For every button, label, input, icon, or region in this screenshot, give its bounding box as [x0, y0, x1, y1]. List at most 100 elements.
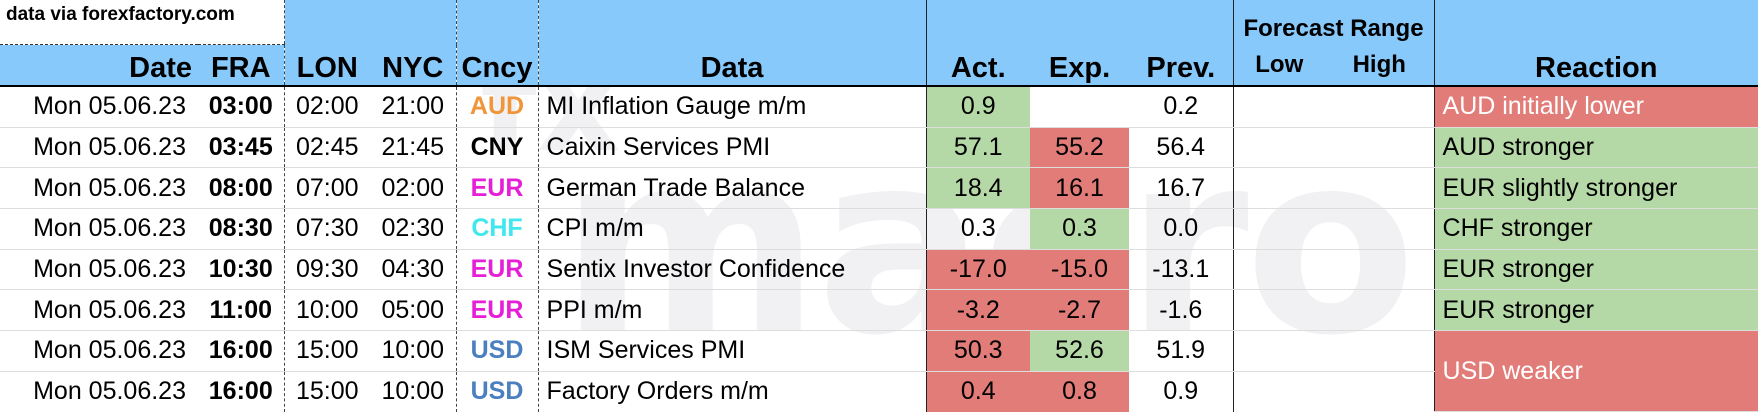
cell-expected: 0.3	[1030, 208, 1130, 250]
cell-data: CPI m/m	[537, 208, 927, 250]
cell-actual: 0.4	[925, 371, 1031, 412]
cell-expected: 52.6	[1030, 330, 1130, 372]
cell-nyc: 21:00	[370, 86, 457, 128]
cell-date: Mon 05.06.23	[0, 330, 198, 372]
cell-previous: 51.9	[1129, 330, 1234, 372]
cell-low	[1232, 208, 1326, 250]
table-row: Mon 05.06.23 08:30 07:30 02:30 CHF CPI m…	[0, 208, 1758, 250]
cell-high	[1325, 371, 1434, 411]
cell-date: Mon 05.06.23	[0, 289, 198, 332]
cell-lon: 02:45	[283, 127, 371, 169]
cell-low	[1232, 86, 1326, 128]
cell-nyc: 02:30	[370, 208, 457, 250]
cell-lon: 02:00	[283, 86, 371, 128]
col-header-reaction: Reaction	[1433, 44, 1758, 87]
cell-currency: AUD	[455, 86, 539, 128]
col-header-nyc: NYC	[370, 44, 457, 87]
cell-data: German Trade Balance	[537, 167, 927, 210]
cell-previous: 0.9	[1163, 377, 1199, 406]
table-row: Mon 05.06.23 08:00 07:00 02:00 EUR Germa…	[0, 167, 1758, 210]
cell-reaction: EUR stronger	[1433, 249, 1758, 291]
cell-high	[1325, 249, 1435, 291]
cell-low	[1232, 249, 1326, 291]
cell-low	[1232, 371, 1326, 412]
forecast-range-header: Forecast Range	[1232, 0, 1435, 45]
cell-fra: 08:30	[198, 208, 285, 250]
col-header-actual: Act.	[925, 44, 1031, 87]
cell-currency: CHF	[455, 208, 539, 250]
cell-lon: 15:00	[283, 330, 371, 372]
cell-nyc: 02:00	[370, 167, 457, 210]
col-header-fra: FRA	[198, 44, 285, 87]
cell-data: Factory Orders m/m	[537, 371, 927, 412]
col-header-data: Data	[537, 44, 927, 87]
cell-high	[1325, 127, 1435, 169]
cell-high	[1325, 330, 1435, 372]
cell-fra: 16:00	[198, 330, 285, 372]
cell-lon: 07:30	[283, 208, 371, 250]
cell-high	[1325, 86, 1435, 128]
cell-actual: 0.9	[925, 86, 1031, 128]
col-header-date: Date	[0, 44, 198, 87]
cell-fra: 03:45	[198, 127, 285, 169]
cell-low	[1232, 289, 1326, 332]
cell-expected: -15.0	[1030, 249, 1130, 291]
cell-nyc: 10:00	[370, 330, 457, 372]
cell-lon: 15:00	[283, 371, 371, 412]
cell-previous: 0.2	[1129, 86, 1234, 128]
cell-lon: 07:00	[283, 167, 371, 210]
cell-fra: 08:00	[198, 167, 285, 210]
cell-data: Sentix Investor Confidence	[537, 249, 927, 291]
cell-date: Mon 05.06.23	[0, 127, 198, 169]
cell-high	[1325, 208, 1435, 250]
cell-previous: -1.6	[1129, 289, 1234, 332]
col-header-expected: Exp.	[1030, 44, 1130, 87]
cell-actual: -3.2	[925, 289, 1031, 332]
cell-reaction: EUR slightly stronger	[1433, 167, 1758, 210]
cell-reaction: CHF stronger	[1433, 208, 1758, 250]
cell-actual: -17.0	[925, 249, 1031, 291]
cell-expected	[1030, 86, 1130, 128]
cell-reaction: AUD stronger	[1433, 127, 1758, 169]
cell-currency: EUR	[455, 249, 539, 291]
cell-data: ISM Services PMI	[537, 330, 927, 372]
cell-actual: 18.4	[925, 167, 1031, 210]
col-header-lon: LON	[283, 44, 371, 87]
cell-nyc: 05:00	[370, 289, 457, 332]
table-row: Mon 05.06.23 03:00 02:00 21:00 AUD MI In…	[0, 86, 1758, 128]
cell-currency: EUR	[455, 289, 539, 332]
cell-expected: 0.8	[1030, 371, 1130, 412]
cell-fra: 10:30	[198, 249, 285, 291]
table-row: Mon 05.06.23 16:00 15:00 10:00 USD ISM S…	[0, 330, 1758, 412]
col-header-currency: Cncy	[455, 44, 539, 87]
col-header-previous: Prev.	[1129, 44, 1234, 87]
cell-date: Mon 05.06.23	[0, 167, 198, 210]
cell-previous: 0.0	[1129, 208, 1234, 250]
cell-expected: 16.1	[1030, 167, 1130, 210]
cell-fra: 11:00	[198, 289, 285, 332]
cell-nyc: 04:30	[370, 249, 457, 291]
source-credit: data via forexfactory.com	[0, 0, 285, 45]
cell-expected: 55.2	[1030, 127, 1130, 169]
cell-data: Caixin Services PMI	[537, 127, 927, 169]
cell-reaction: EUR stronger	[1433, 289, 1758, 332]
cell-date: Mon 05.06.23	[0, 208, 198, 250]
cell-low	[1232, 127, 1326, 169]
cell-lon: 09:30	[283, 249, 371, 291]
cell-nyc: 21:45	[370, 127, 457, 169]
table-row: Mon 05.06.23 11:00 10:00 05:00 EUR PPI m…	[0, 289, 1758, 332]
cell-previous: 16.7	[1129, 167, 1234, 210]
cell-fra: 03:00	[198, 86, 285, 128]
cell-currency: EUR	[455, 167, 539, 210]
cell-nyc: 10:00	[381, 377, 445, 406]
cell-date: Mon 05.06.23	[0, 86, 198, 128]
cell-low	[1232, 330, 1326, 372]
cell-actual: 50.3	[925, 330, 1031, 372]
cell-fra: 16:00	[208, 377, 273, 406]
cell-actual: 0.3	[925, 208, 1031, 250]
cell-data: MI Inflation Gauge m/m	[537, 86, 927, 128]
cell-date: Mon 05.06.23	[33, 377, 186, 406]
cell-currency: USD	[455, 371, 539, 412]
cell-high	[1325, 167, 1435, 210]
